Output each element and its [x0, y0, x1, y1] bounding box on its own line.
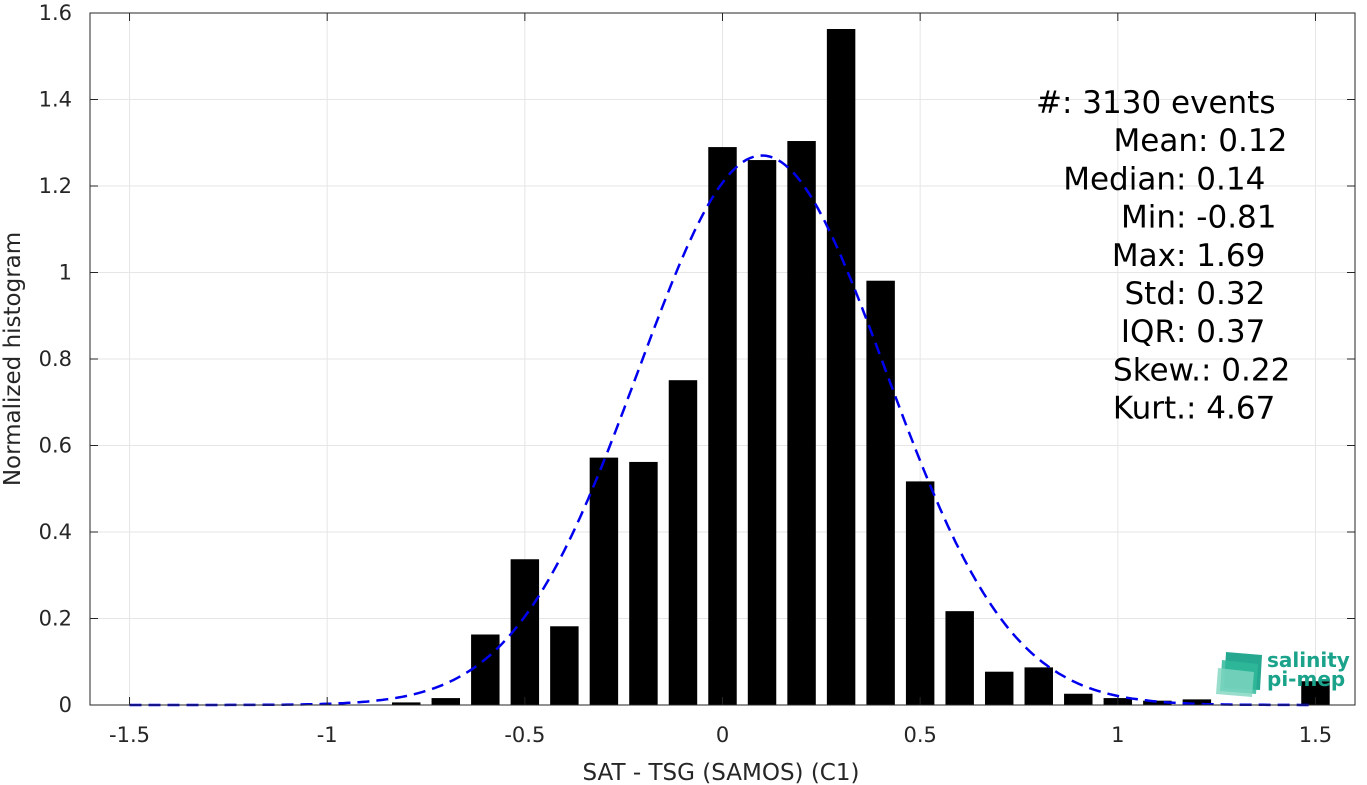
stat-label: Min: [1121, 200, 1176, 236]
stat-value: : 0.12: [1198, 123, 1287, 159]
stat-value: : 1.69: [1176, 238, 1265, 274]
x-tick-label: 0.5: [903, 723, 936, 747]
stat-label: Median: [1063, 161, 1176, 197]
y-tick-label: 1.6: [39, 1, 72, 25]
y-tick-label: 0.4: [39, 520, 72, 544]
stat-label: IQR: [1121, 314, 1176, 350]
histogram-bar: [392, 702, 421, 705]
bars: [392, 29, 1330, 706]
histogram-bar: [550, 626, 579, 705]
histogram-bar: [629, 461, 658, 705]
stat-label: Max: [1112, 238, 1176, 274]
histogram-bar: [431, 698, 461, 705]
y-tick-label: 0.8: [39, 347, 72, 371]
histogram-bar: [1143, 700, 1172, 705]
x-tick-label: 0: [716, 723, 729, 747]
logo-text-salinity: salinity: [1267, 648, 1350, 672]
histogram-bar: [589, 457, 619, 705]
stat-value: : 0.14: [1176, 161, 1265, 197]
stat-value: : 0.32: [1176, 276, 1265, 312]
x-tick-label: 1.5: [1299, 723, 1332, 747]
histogram-bar: [945, 611, 974, 705]
stat-label: Mean: [1114, 123, 1198, 159]
histogram-bar: [1301, 681, 1330, 705]
y-axis-label: Normalized histogram: [0, 232, 26, 486]
stat-value: : 0.37: [1176, 314, 1265, 350]
y-axis-ticks: 0 0.2 0.4 0.6 0.8 1 1.2 1.4 1.6: [39, 1, 1355, 717]
stat-label: Skew.: [1113, 352, 1201, 388]
stat-value: : -0.81: [1176, 200, 1277, 236]
histogram-bar: [668, 380, 698, 705]
stat-value: : 0.22: [1201, 352, 1290, 388]
x-axis-label: SAT - TSG (SAMOS) (C1): [583, 760, 860, 785]
x-tick-label: 1: [1111, 723, 1124, 747]
stat-label: #: [1036, 85, 1062, 121]
y-tick-label: 1.2: [39, 174, 72, 198]
stat-label: Kurt.: [1113, 391, 1186, 427]
y-tick-label: 0: [59, 693, 72, 717]
histogram-bar: [1182, 699, 1212, 705]
y-tick-label: 0.6: [39, 434, 72, 458]
histogram-bar: [905, 481, 935, 705]
histogram-bar: [471, 634, 500, 705]
stat-value: : 3130 events: [1062, 85, 1276, 121]
x-tick-label: -1: [317, 723, 338, 747]
salinity-pi-mep-logo: salinity pi-mep: [1216, 648, 1350, 697]
histogram-bar: [708, 147, 737, 705]
logo-text-pimep: pi-mep: [1267, 667, 1345, 691]
stat-value: : 4.67: [1186, 391, 1275, 427]
y-tick-label: 0.2: [39, 607, 72, 631]
histogram-bar: [787, 141, 816, 705]
stat-label: Std: [1124, 276, 1176, 312]
y-tick-label: 1: [59, 261, 72, 285]
histogram-bar: [866, 280, 895, 705]
histogram-bar: [510, 559, 540, 705]
logo-waves-icon: [1216, 652, 1262, 697]
y-tick-label: 1.4: [39, 88, 72, 112]
histogram-bar: [1024, 667, 1053, 705]
histogram-bar: [747, 160, 777, 706]
x-axis-ticks: -1.5 -1 -0.5 0 0.5 1 1.5: [109, 13, 1332, 747]
x-tick-label: -1.5: [109, 723, 150, 747]
histogram-bar: [826, 29, 856, 705]
x-tick-label: -0.5: [504, 723, 545, 747]
histogram-bar: [984, 671, 1014, 705]
histogram-bar: [1064, 693, 1093, 705]
